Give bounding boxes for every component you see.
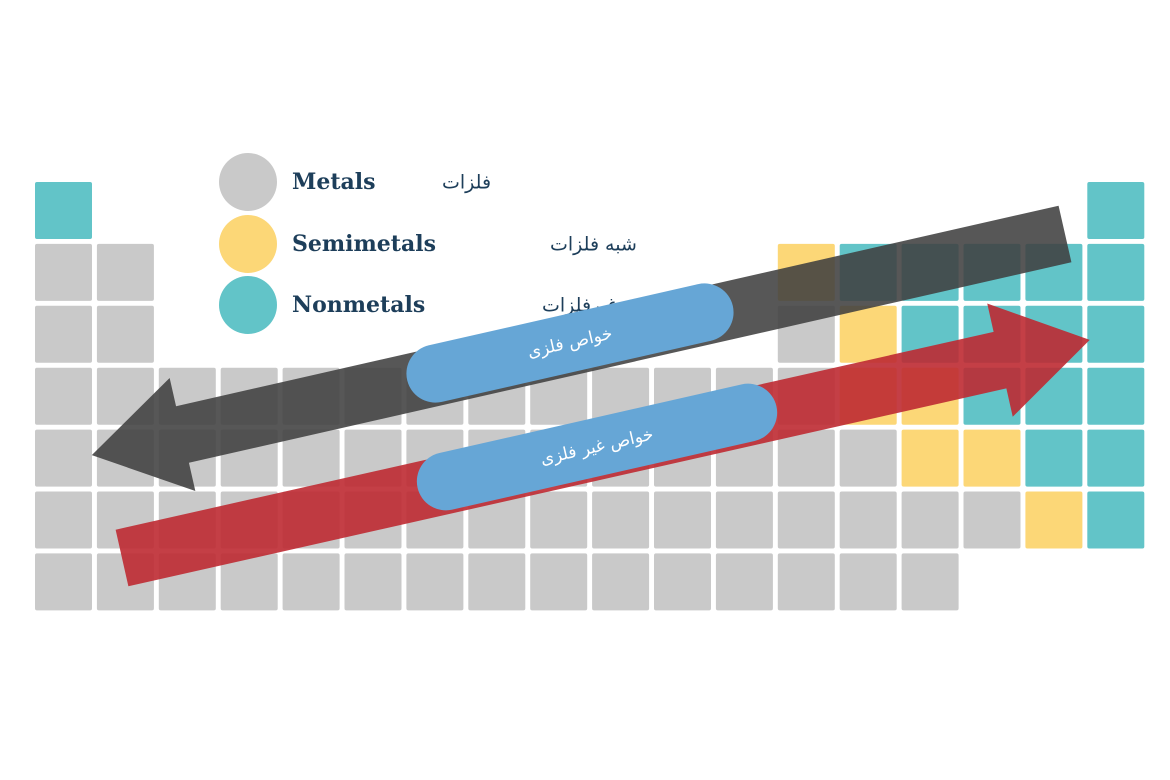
element-cell xyxy=(35,367,92,425)
legend-swatch xyxy=(219,153,277,211)
element-cell xyxy=(715,553,773,611)
element-cell xyxy=(777,491,835,549)
element-cell xyxy=(282,429,340,487)
element-cell xyxy=(1025,429,1083,487)
element-cell xyxy=(35,182,92,239)
legend-label: Metals xyxy=(292,169,376,195)
legend-label-fa: شبه فلزات xyxy=(550,234,637,256)
element-cell xyxy=(901,429,959,487)
label-pill xyxy=(416,383,778,511)
legend-swatch xyxy=(219,276,277,334)
element-cell xyxy=(839,553,897,611)
element-cell xyxy=(468,553,526,611)
element-cell xyxy=(592,491,650,549)
element-cell xyxy=(35,491,92,549)
element-cell xyxy=(35,553,92,611)
element-cell xyxy=(839,429,897,487)
element-cell xyxy=(777,429,835,487)
nonmetallic-label: خواص غیر فلزی xyxy=(416,383,778,511)
element-cell xyxy=(592,553,650,611)
element-cell xyxy=(35,305,92,363)
label-pill xyxy=(406,283,734,403)
element-cell xyxy=(1087,182,1145,239)
element-cell xyxy=(530,553,588,611)
element-cell xyxy=(35,429,92,487)
element-cell xyxy=(344,553,402,611)
element-cell xyxy=(282,553,340,611)
element-cell xyxy=(963,429,1021,487)
element-cell xyxy=(220,553,278,611)
element-cell xyxy=(839,305,897,363)
element-cell xyxy=(1087,243,1145,301)
element-cell xyxy=(654,491,711,549)
element-cell xyxy=(1087,429,1145,487)
element-cell xyxy=(1087,305,1145,363)
element-cell xyxy=(530,491,588,549)
element-cell xyxy=(901,553,959,611)
element-cell xyxy=(406,553,464,611)
element-cell xyxy=(96,305,154,363)
legend-swatch xyxy=(219,215,277,273)
legend: Metals فلزات Semimetals شبه فلزات Nonmet… xyxy=(219,153,637,334)
element-cell xyxy=(715,491,773,549)
element-cell xyxy=(777,553,835,611)
legend-label: Nonmetals xyxy=(292,292,425,318)
legend-label-fa: فلزات xyxy=(442,172,491,194)
element-cell xyxy=(963,491,1021,549)
metallic-label: خواص فلزی xyxy=(406,283,734,403)
element-cell xyxy=(654,553,711,611)
element-cell xyxy=(901,491,959,549)
element-cell xyxy=(96,243,154,301)
legend-label: Semimetals xyxy=(292,231,436,257)
element-cell xyxy=(1087,491,1145,549)
element-cell xyxy=(35,243,92,301)
element-cell xyxy=(1025,491,1083,549)
element-cell xyxy=(839,491,897,549)
element-cell xyxy=(1087,367,1145,425)
